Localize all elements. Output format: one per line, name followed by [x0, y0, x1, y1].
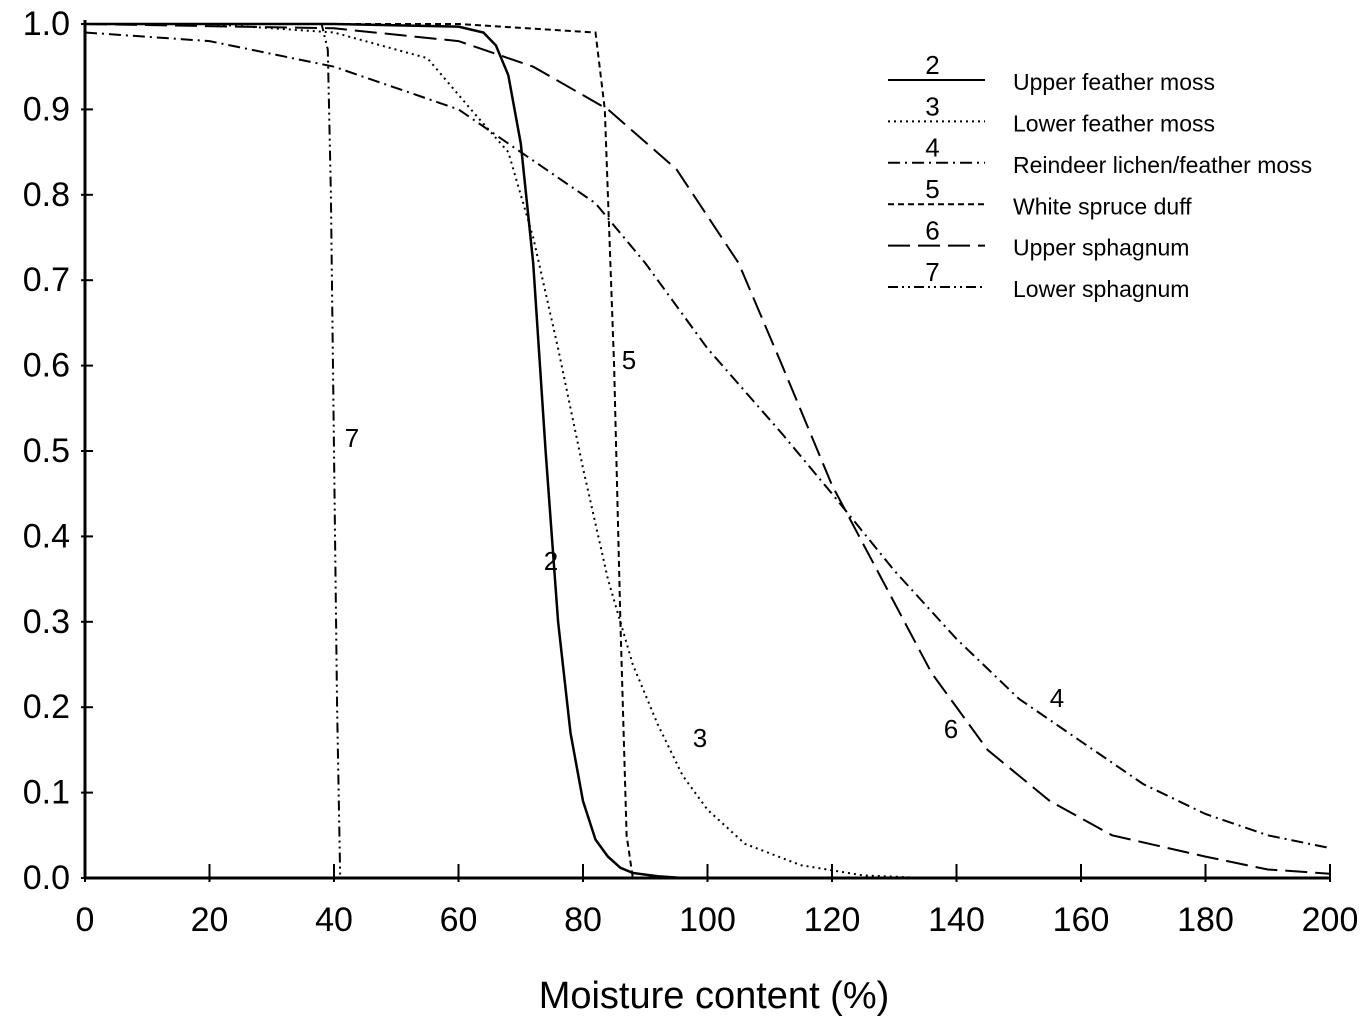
legend-label: Lower sphagnum	[1013, 276, 1189, 302]
legend-label: Lower feather moss	[1013, 110, 1215, 136]
curve-label: 4	[1050, 683, 1064, 713]
curve-label: 5	[622, 345, 636, 375]
x-tick-label: 80	[564, 901, 602, 939]
legend-label: White spruce duff	[1013, 193, 1192, 219]
curve-label: 6	[944, 714, 958, 744]
series-line	[84, 23, 1331, 875]
y-tick-label: 0.9	[23, 90, 70, 128]
legend-number: 7	[925, 257, 939, 287]
y-tick-label: 0.0	[23, 859, 70, 897]
legend-label: Reindeer lichen/feather moss	[1013, 152, 1312, 178]
y-tick-label: 0.4	[23, 517, 70, 555]
curve-label: 3	[693, 723, 707, 753]
y-tick-label: 0.7	[23, 261, 70, 299]
legend-number: 3	[925, 91, 939, 121]
legend-number: 5	[925, 174, 939, 204]
y-tick-label: 0.8	[23, 176, 70, 214]
x-tick-label: 100	[679, 901, 736, 939]
x-tick-label: 200	[1302, 901, 1359, 939]
x-tick-label: 0	[76, 901, 95, 939]
y-tick-label: 0.2	[23, 688, 70, 726]
legend-number: 6	[925, 215, 939, 245]
legend-label: Upper sphagnum	[1013, 235, 1189, 261]
series-line	[84, 31, 1331, 850]
x-tick-label: 140	[928, 901, 985, 939]
curve-label: 2	[544, 546, 558, 576]
legend-label: Upper feather moss	[1013, 69, 1215, 95]
series-line	[85, 23, 926, 879]
curve-label: 7	[345, 423, 359, 453]
x-axis-label: Moisture content (%)	[539, 975, 890, 1017]
y-tick-label: 0.6	[23, 347, 70, 385]
x-tick-label: 120	[804, 901, 861, 939]
series-line	[85, 22, 708, 880]
legend-number: 4	[925, 133, 939, 163]
x-tick-label: 20	[191, 901, 229, 939]
series-line	[85, 23, 634, 879]
x-tick-label: 40	[315, 901, 353, 939]
y-tick-label: 0.5	[23, 432, 70, 470]
y-tick-label: 1.0	[23, 5, 70, 43]
y-tick-label: 0.1	[23, 774, 70, 812]
x-tick-label: 160	[1053, 901, 1110, 939]
y-tick-label: 0.3	[23, 603, 70, 641]
x-tick-label: 60	[440, 901, 478, 939]
legend-number: 2	[925, 50, 939, 80]
series-line	[85, 23, 342, 879]
x-tick-label: 180	[1177, 901, 1234, 939]
